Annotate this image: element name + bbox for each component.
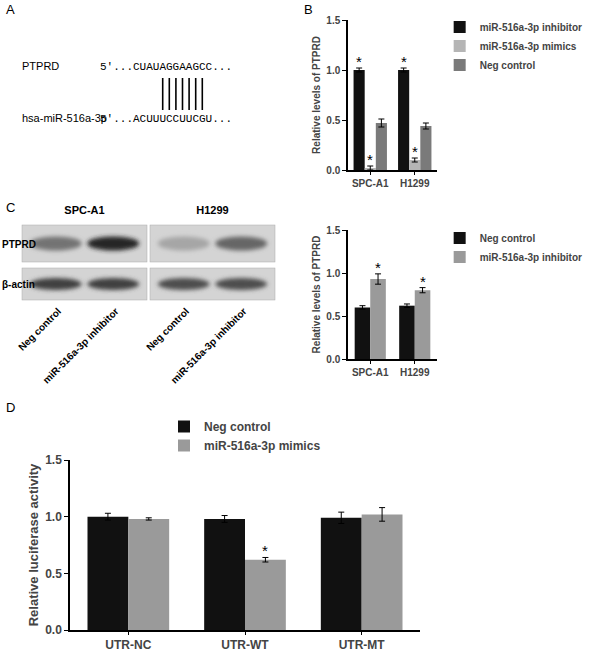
svg-text:miR-516a-3p mimics: miR-516a-3p mimics [204,439,320,453]
svg-text:H1299: H1299 [400,178,430,189]
svg-text:*: * [420,273,426,290]
svg-text:miR-516a-3p mimics: miR-516a-3p mimics [480,41,577,52]
svg-text:*: * [262,542,268,559]
html-text:B: B [304,2,313,17]
svg-text:*: * [367,151,373,168]
svg-text:Relative luciferase activity: Relative luciferase activity [26,463,41,626]
svg-text:1.5: 1.5 [45,453,62,467]
svg-text:*: * [401,53,407,70]
svg-text:5'...CUAUAGGAAGCC...: 5'...CUAUAGGAAGCC... [100,61,232,73]
svg-text:miR-516a-3p inhibitor: miR-516a-3p inhibitor [480,22,582,33]
svg-text:1.0: 1.0 [45,510,62,524]
svg-text:1.5: 1.5 [326,15,340,26]
html-text:D: D [6,400,16,415]
svg-text:H1299: H1299 [400,367,430,378]
svg-text:hsa-miR-516a-3p: hsa-miR-516a-3p [22,112,107,124]
svg-text:Neg control: Neg control [144,305,191,352]
svg-text:PTPRD: PTPRD [22,60,59,72]
svg-text:0.5: 0.5 [326,115,340,126]
svg-text:5'...ACUUUCCUUCGU...: 5'...ACUUUCCUUCGU... [100,113,232,125]
svg-text:Relative levels of PTPRD: Relative levels of PTPRD [311,36,322,154]
svg-text:PTPRD: PTPRD [2,239,36,250]
svg-text:UTR-NC: UTR-NC [105,638,151,652]
svg-text:*: * [412,143,418,160]
svg-text:Neg control: Neg control [204,420,271,434]
html-text:A: A [6,2,15,17]
svg-text:1.5: 1.5 [326,225,340,236]
svg-text:Relative levels of PTPRD: Relative levels of PTPRD [311,236,322,354]
svg-text:Neg control: Neg control [480,60,536,71]
html-text:C: C [6,200,16,215]
svg-text:0.5: 0.5 [45,567,62,581]
svg-text:UTR-MT: UTR-MT [339,638,386,652]
svg-text:miR-516a-3p inhibitor: miR-516a-3p inhibitor [41,306,121,386]
svg-text:β-actin: β-actin [2,279,35,290]
svg-text:miR-516a-3p inhibitor: miR-516a-3p inhibitor [169,306,249,386]
svg-text:miR-516a-3p inhibitor: miR-516a-3p inhibitor [480,252,582,263]
svg-text:Neg control: Neg control [16,305,63,352]
svg-text:H1299: H1299 [196,204,228,216]
svg-text:1.0: 1.0 [326,65,340,76]
svg-text:0.0: 0.0 [45,623,62,637]
svg-text:SPC-A1: SPC-A1 [352,367,389,378]
svg-text:UTR-WT: UTR-WT [221,638,269,652]
svg-text:SPC-A1: SPC-A1 [64,204,104,216]
svg-text:0.0: 0.0 [326,165,340,176]
svg-text:*: * [356,53,362,70]
svg-text:SPC-A1: SPC-A1 [352,178,389,189]
svg-text:*: * [375,259,381,276]
svg-text:Neg control: Neg control [480,233,536,244]
svg-text:1.0: 1.0 [326,268,340,279]
svg-text:0.5: 0.5 [326,311,340,322]
svg-text:0.0: 0.0 [326,354,340,365]
